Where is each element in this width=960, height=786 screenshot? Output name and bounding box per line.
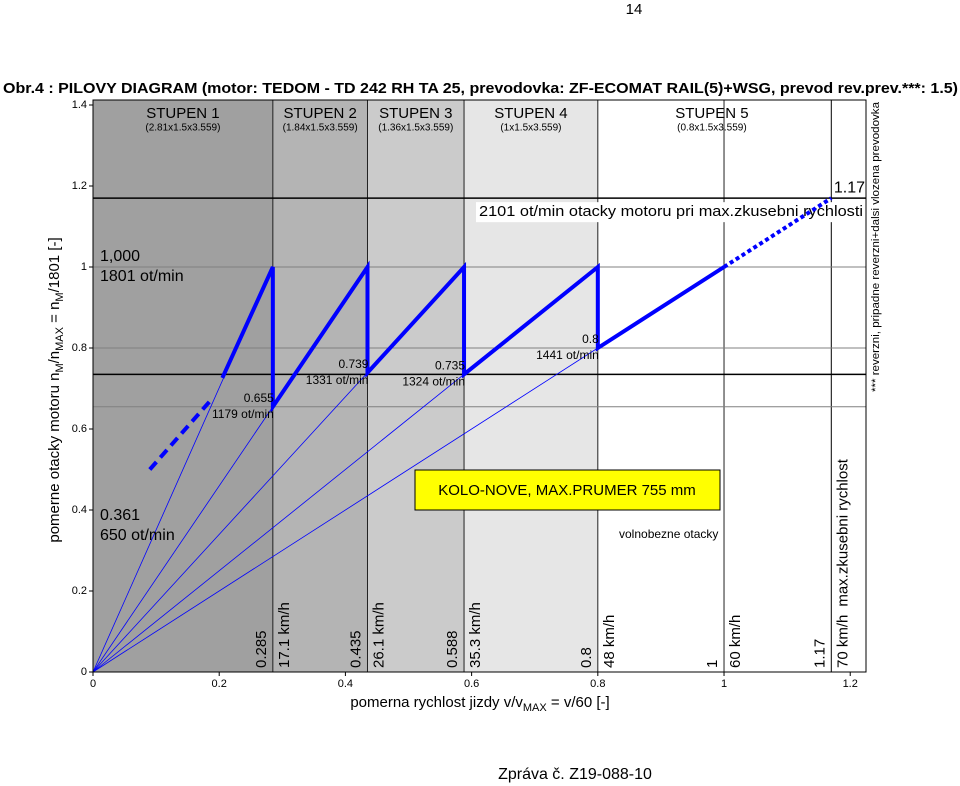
speed-label: 35.3 km/h bbox=[467, 602, 484, 668]
y-tick-label: 1.4 bbox=[72, 99, 87, 111]
level-value: 1,000 bbox=[100, 248, 140, 265]
dotted-line bbox=[722, 196, 833, 269]
y-axis-label-part: pomerne otacky motoru n bbox=[46, 373, 63, 543]
y-axis-label-part: M bbox=[54, 363, 66, 372]
gear-ratio: (2.81x1.5x3.559) bbox=[145, 123, 220, 134]
v-line-value: 0.8 bbox=[578, 647, 595, 668]
x-tick-label: 0 bbox=[90, 678, 96, 690]
speed-label: 26.1 km/h bbox=[370, 602, 387, 668]
point-value: 0.735 bbox=[435, 358, 465, 372]
note-box bbox=[414, 469, 721, 511]
point-rpm: 1179 ot/min bbox=[212, 407, 274, 421]
y-tick-label: 0.2 bbox=[72, 585, 87, 597]
gear-band bbox=[464, 100, 598, 672]
speed-label: 70 km/h bbox=[834, 615, 851, 668]
v-line-value: 1 bbox=[704, 660, 721, 668]
x-tick-label: 1 bbox=[721, 678, 727, 690]
y-axis-label-part: M bbox=[54, 292, 66, 301]
y-axis-label: pomerne otacky motoru nM/nMAX = nM/1801 … bbox=[46, 237, 66, 542]
gear-band bbox=[597, 100, 866, 672]
level-rpm: 1801 ot/min bbox=[100, 268, 184, 285]
gear-name: STUPEN 3 bbox=[379, 105, 452, 122]
gear-band bbox=[367, 100, 465, 672]
footer: Zpráva č. Z19-088-10 bbox=[498, 766, 652, 783]
ray bbox=[92, 406, 274, 673]
ray bbox=[92, 347, 599, 673]
solid-line bbox=[220, 260, 726, 414]
speed-note: max.zkusebni rychlost bbox=[834, 458, 851, 606]
gear-band bbox=[93, 100, 273, 672]
x-axis-label-part: MAX bbox=[523, 702, 548, 714]
x-axis-label-part: = v/60 [-] bbox=[547, 694, 610, 711]
page-number: 14 bbox=[626, 1, 643, 18]
gear-name: STUPEN 1 bbox=[146, 105, 219, 122]
y-tick-label: 0.8 bbox=[72, 342, 87, 354]
v-line-speed: 70 km/h max.zkusebni rychlost bbox=[834, 458, 851, 668]
gear-ratio: (1x1.5x3.559) bbox=[500, 123, 561, 134]
speed-label: 60 km/h bbox=[727, 615, 744, 668]
chart-title: Obr.4 : PILOVY DIAGRAM (motor: TEDOM - T… bbox=[3, 80, 958, 97]
h-line-label-bg bbox=[476, 202, 865, 223]
x-axis-label: pomerna rychlost jizdy v/vMAX = v/60 [-] bbox=[350, 694, 609, 714]
v-line-value: 1.17 bbox=[811, 639, 828, 668]
level-rpm: 650 ot/min bbox=[100, 527, 175, 544]
v-line-speed: 48 km/h bbox=[601, 615, 618, 668]
speed-label: 17.1 km/h bbox=[276, 602, 293, 668]
h-line-value: 1.17 bbox=[834, 179, 865, 196]
ray bbox=[92, 372, 368, 673]
x-tick-label: 0.4 bbox=[338, 678, 353, 690]
y-axis-label-part: /1801 [-] bbox=[46, 237, 63, 292]
y-tick-label: 1.2 bbox=[72, 180, 87, 192]
v-line-value: 0.285 bbox=[253, 630, 270, 668]
x-tick-label: 0.2 bbox=[212, 678, 227, 690]
v-line-speed: 26.1 km/h bbox=[370, 602, 387, 668]
gear-name: STUPEN 2 bbox=[283, 105, 356, 122]
x-tick-label: 0.8 bbox=[590, 678, 605, 690]
v-line-value: 0.435 bbox=[347, 630, 364, 668]
x-tick-label: 0.6 bbox=[464, 678, 479, 690]
y-tick-label: 0 bbox=[81, 666, 87, 678]
point-rpm: 1441 ot/min bbox=[536, 348, 599, 362]
gear-name: STUPEN 4 bbox=[494, 105, 567, 122]
point-value: 0.8 bbox=[582, 332, 599, 346]
gear-ratio: (1.84x1.5x3.559) bbox=[283, 123, 358, 134]
point-rpm: 1324 ot/min bbox=[402, 374, 465, 388]
note-box-text: KOLO-NOVE, MAX.PRUMER 755 mm bbox=[438, 482, 696, 499]
v-line-speed: 60 km/h bbox=[727, 615, 744, 668]
gear-ratio: (0.8x1.5x3.559) bbox=[677, 123, 747, 134]
v-line-value: 0.588 bbox=[444, 630, 461, 668]
speed-label: 48 km/h bbox=[601, 615, 618, 668]
x-axis-label-part: pomerna rychlost jizdy v/v bbox=[350, 694, 523, 711]
y-tick-label: 0.4 bbox=[72, 504, 87, 516]
ray bbox=[92, 374, 465, 673]
side-note: *** reverzni, pripadne reverzni+dalsi vl… bbox=[870, 101, 882, 392]
v-line-speed: 35.3 km/h bbox=[467, 602, 484, 668]
point-value: 0.739 bbox=[338, 357, 368, 371]
y-tick-label: 1 bbox=[81, 261, 87, 273]
point-value: 0.655 bbox=[244, 391, 274, 405]
x-tick-label: 1.2 bbox=[843, 678, 858, 690]
h-line-label: 2101 ot/min otacky motoru pri max.zkuseb… bbox=[479, 203, 863, 220]
y-axis-label-part: = n bbox=[46, 302, 63, 327]
y-tick-label: 0.6 bbox=[72, 423, 87, 435]
y-axis-label-part: MAX bbox=[54, 326, 66, 351]
gear-name: STUPEN 5 bbox=[675, 105, 748, 122]
plot-frame bbox=[92, 99, 867, 673]
y-axis-label-part: /n bbox=[46, 351, 63, 364]
v-line-speed: 17.1 km/h bbox=[276, 602, 293, 668]
level-value: 0.361 bbox=[100, 507, 140, 524]
point-rpm: 1331 ot/min bbox=[306, 373, 369, 387]
gear-ratio: (1.36x1.5x3.559) bbox=[378, 123, 453, 134]
idle-label: volnobezne otacky bbox=[619, 527, 718, 541]
